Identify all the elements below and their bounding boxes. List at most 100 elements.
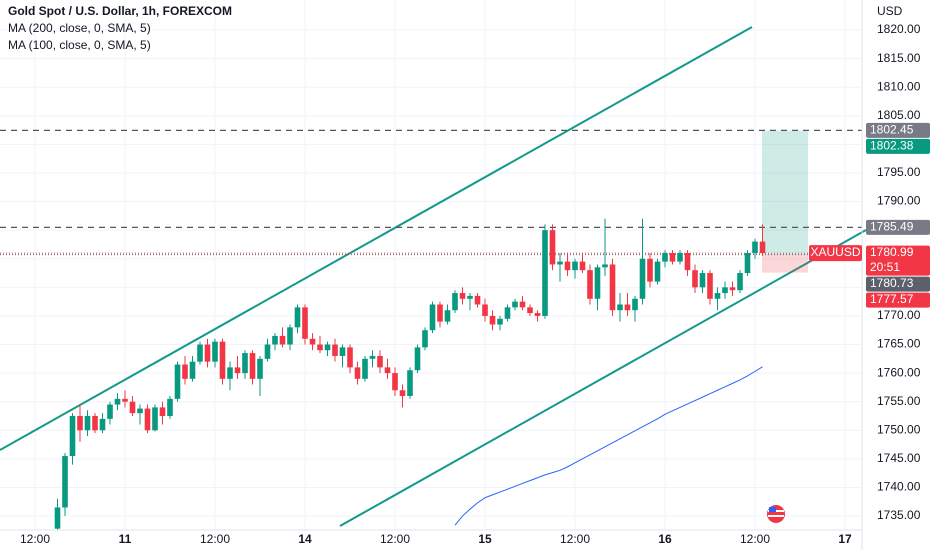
candle-body <box>527 307 533 314</box>
candle-body <box>174 364 181 399</box>
x-tick-label: 17 <box>838 532 852 546</box>
x-tick-label: 12:00 <box>380 532 410 546</box>
candle-body <box>369 355 376 359</box>
indicator-label: MA (100, close, 0, SMA, 5) <box>8 38 151 52</box>
y-tick-label: 1755.00 <box>877 394 921 408</box>
candle-body <box>549 230 556 265</box>
price-label-box <box>866 138 930 154</box>
candle-body <box>272 335 278 345</box>
price-label: 1777.57 <box>870 292 914 306</box>
position-target <box>762 130 808 255</box>
candle-body <box>714 293 721 299</box>
candle-body <box>234 367 241 374</box>
candle-body <box>692 270 698 288</box>
price-label-box <box>866 122 930 138</box>
candle-body <box>167 398 173 416</box>
y-tick-label: 1765.00 <box>877 337 921 351</box>
candle-body <box>564 261 571 271</box>
price-label: 1802.38 <box>870 139 914 153</box>
y-tick-label: 1750.00 <box>877 422 921 436</box>
candle-body <box>609 264 616 311</box>
y-tick-label: 1735.00 <box>877 508 921 522</box>
currency: USD <box>877 4 903 18</box>
candle-body <box>264 344 271 359</box>
candle-body <box>347 347 353 368</box>
candle-body <box>182 364 188 379</box>
candle-body <box>122 398 128 402</box>
symbol-tag <box>809 245 862 262</box>
x-tick-label: 15 <box>478 532 492 546</box>
flag-icon <box>767 505 785 523</box>
candle-body <box>152 407 158 431</box>
candle-body <box>302 307 308 339</box>
price-label: 1780.99 <box>870 245 914 259</box>
candle-body <box>677 253 683 262</box>
x-tick-label: 12:00 <box>20 532 50 546</box>
candle-body <box>204 344 211 362</box>
candle-body <box>474 295 481 305</box>
candle-body <box>684 253 691 271</box>
candle-body <box>279 335 286 345</box>
candle-body <box>452 293 458 311</box>
candle-body <box>107 404 113 419</box>
candle-body <box>242 353 248 374</box>
x-tick-label: 16 <box>658 532 672 546</box>
price-label: 1780.73 <box>870 276 914 290</box>
price-label-box <box>866 292 930 308</box>
candle-body <box>744 253 751 274</box>
candle-body <box>669 253 676 262</box>
candle-body <box>227 367 233 379</box>
y-tick-label: 1745.00 <box>877 451 921 465</box>
candle-body <box>62 456 68 508</box>
candle-body <box>294 307 301 328</box>
candle-body <box>99 418 106 431</box>
candle-body <box>624 304 631 311</box>
candle-body <box>759 241 766 254</box>
candle-body <box>444 310 451 322</box>
candle-body <box>249 353 256 379</box>
indicator-label: MA (200, close, 0, SMA, 5) <box>8 21 151 35</box>
candle-body <box>722 287 728 294</box>
candle-body <box>197 344 203 362</box>
candle-body <box>399 390 406 396</box>
channel-upper <box>0 26 753 451</box>
candle-body <box>647 258 653 282</box>
candle-body <box>572 261 578 271</box>
candle-body <box>752 241 758 254</box>
candle-body <box>459 293 466 299</box>
candle-body <box>429 304 436 331</box>
candle-body <box>737 273 743 291</box>
candle-body <box>137 408 143 414</box>
price-label-box <box>866 219 930 235</box>
x-tick-label: 12:00 <box>200 532 230 546</box>
candle-body <box>497 318 503 325</box>
candle-body <box>392 373 398 391</box>
candle-body <box>54 507 61 529</box>
candle-body <box>594 267 601 299</box>
y-tick-label: 1760.00 <box>877 365 921 379</box>
candle-body <box>159 407 166 416</box>
symbol-label: XAUUSD <box>810 245 860 259</box>
moving-average <box>454 366 763 526</box>
candle-body <box>707 273 713 299</box>
price-label-box <box>866 276 930 292</box>
candle-body <box>339 347 346 356</box>
y-tick-label: 1810.00 <box>877 79 921 93</box>
position-stop <box>762 254 808 273</box>
candle-body <box>114 398 121 405</box>
candle-body <box>407 370 413 396</box>
price-label: 1802.45 <box>870 123 914 137</box>
candle-body <box>212 341 218 362</box>
candle-body <box>602 264 608 268</box>
y-tick-label: 1805.00 <box>877 108 921 122</box>
candle-body <box>422 330 428 348</box>
candle-body <box>617 304 623 311</box>
candle-body <box>144 408 151 431</box>
y-tick-label: 1770.00 <box>877 308 921 322</box>
candle-body <box>557 261 563 265</box>
candle-body <box>699 273 706 288</box>
candle-body <box>287 327 293 345</box>
candle-body <box>257 358 263 379</box>
plot <box>0 26 867 530</box>
